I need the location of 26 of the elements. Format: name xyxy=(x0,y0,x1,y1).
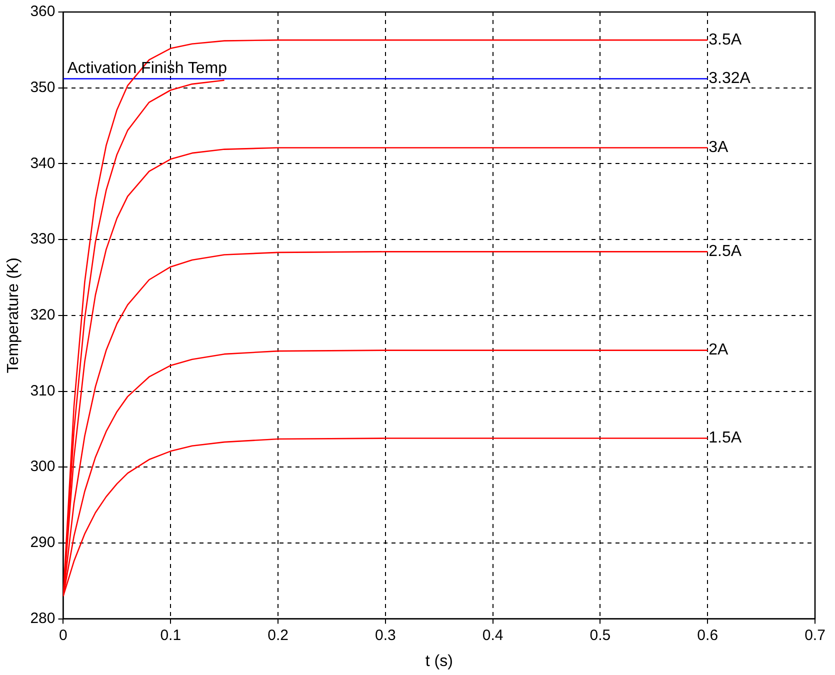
x-tick-label: 0.2 xyxy=(268,626,288,644)
y-tick-label: 340 xyxy=(30,154,56,172)
y-tick-label: 350 xyxy=(30,78,56,96)
y-tick-label: 320 xyxy=(30,306,56,324)
series-label: 1.5A xyxy=(708,430,742,447)
x-tick-label: 0 xyxy=(59,626,68,644)
y-tick-label: 290 xyxy=(30,534,56,552)
x-tick-label: 0.5 xyxy=(590,626,611,644)
series-label: 3A xyxy=(708,139,728,156)
x-tick-label: 0.3 xyxy=(374,626,396,644)
x-tick-label: 0.4 xyxy=(482,626,504,644)
y-axis-title: Temperature (K) xyxy=(5,258,22,374)
y-tick-label: 300 xyxy=(30,458,56,476)
series-label: 3.5A xyxy=(708,31,742,48)
y-tick-label: 280 xyxy=(30,610,56,627)
x-axis-title: t (s) xyxy=(425,652,453,670)
series-label: 2.5A xyxy=(708,243,742,260)
y-tick-label: 360 xyxy=(30,3,56,20)
series-label: 2A xyxy=(708,342,728,359)
series-label: 3.32A xyxy=(708,70,751,88)
y-tick-label: 330 xyxy=(30,230,56,248)
y-tick-label: 310 xyxy=(30,382,56,400)
x-tick-label: 0.1 xyxy=(160,626,182,644)
annotation: Activation Finish Temp xyxy=(67,60,228,78)
x-tick-label: 0.7 xyxy=(804,626,826,644)
x-tick-label: 0.6 xyxy=(697,626,718,644)
